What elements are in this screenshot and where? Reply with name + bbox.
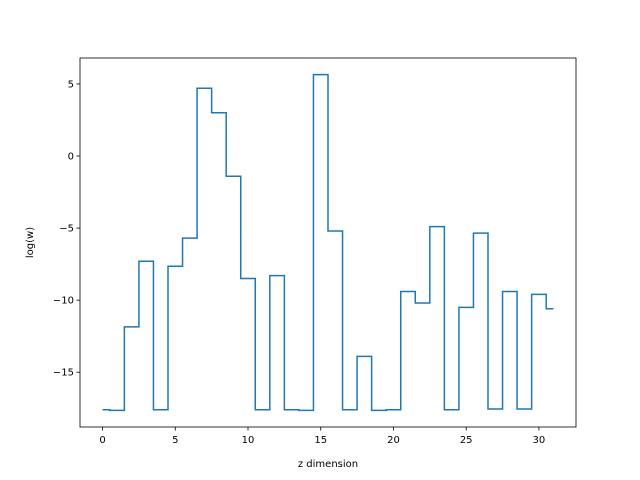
y-tick-label: 0: [68, 152, 74, 163]
x-tick-label: 25: [460, 435, 473, 446]
x-tick-label: 0: [99, 435, 105, 446]
x-tick-label: 30: [533, 435, 546, 446]
x-axis-label: z dimension: [298, 459, 358, 470]
y-tick-label: −5: [59, 224, 74, 235]
y-tick-label: −15: [53, 368, 74, 379]
y-axis-ticks: −15 −10 −5 0 5: [53, 79, 80, 379]
x-tick-label: 20: [387, 435, 400, 446]
series-step-line: [102, 73, 554, 412]
y-axis-label: log(w): [25, 227, 36, 258]
x-tick-label: 5: [172, 435, 178, 446]
x-tick-label: 15: [314, 435, 327, 446]
y-tick-label: 5: [68, 79, 74, 90]
axes-frame: [79, 57, 577, 428]
plot-area: [102, 73, 554, 412]
x-axis-ticks: 0 5 10 15 20 25 30: [99, 427, 545, 446]
x-tick-label: 10: [242, 435, 255, 446]
y-tick-label: −10: [53, 296, 74, 307]
